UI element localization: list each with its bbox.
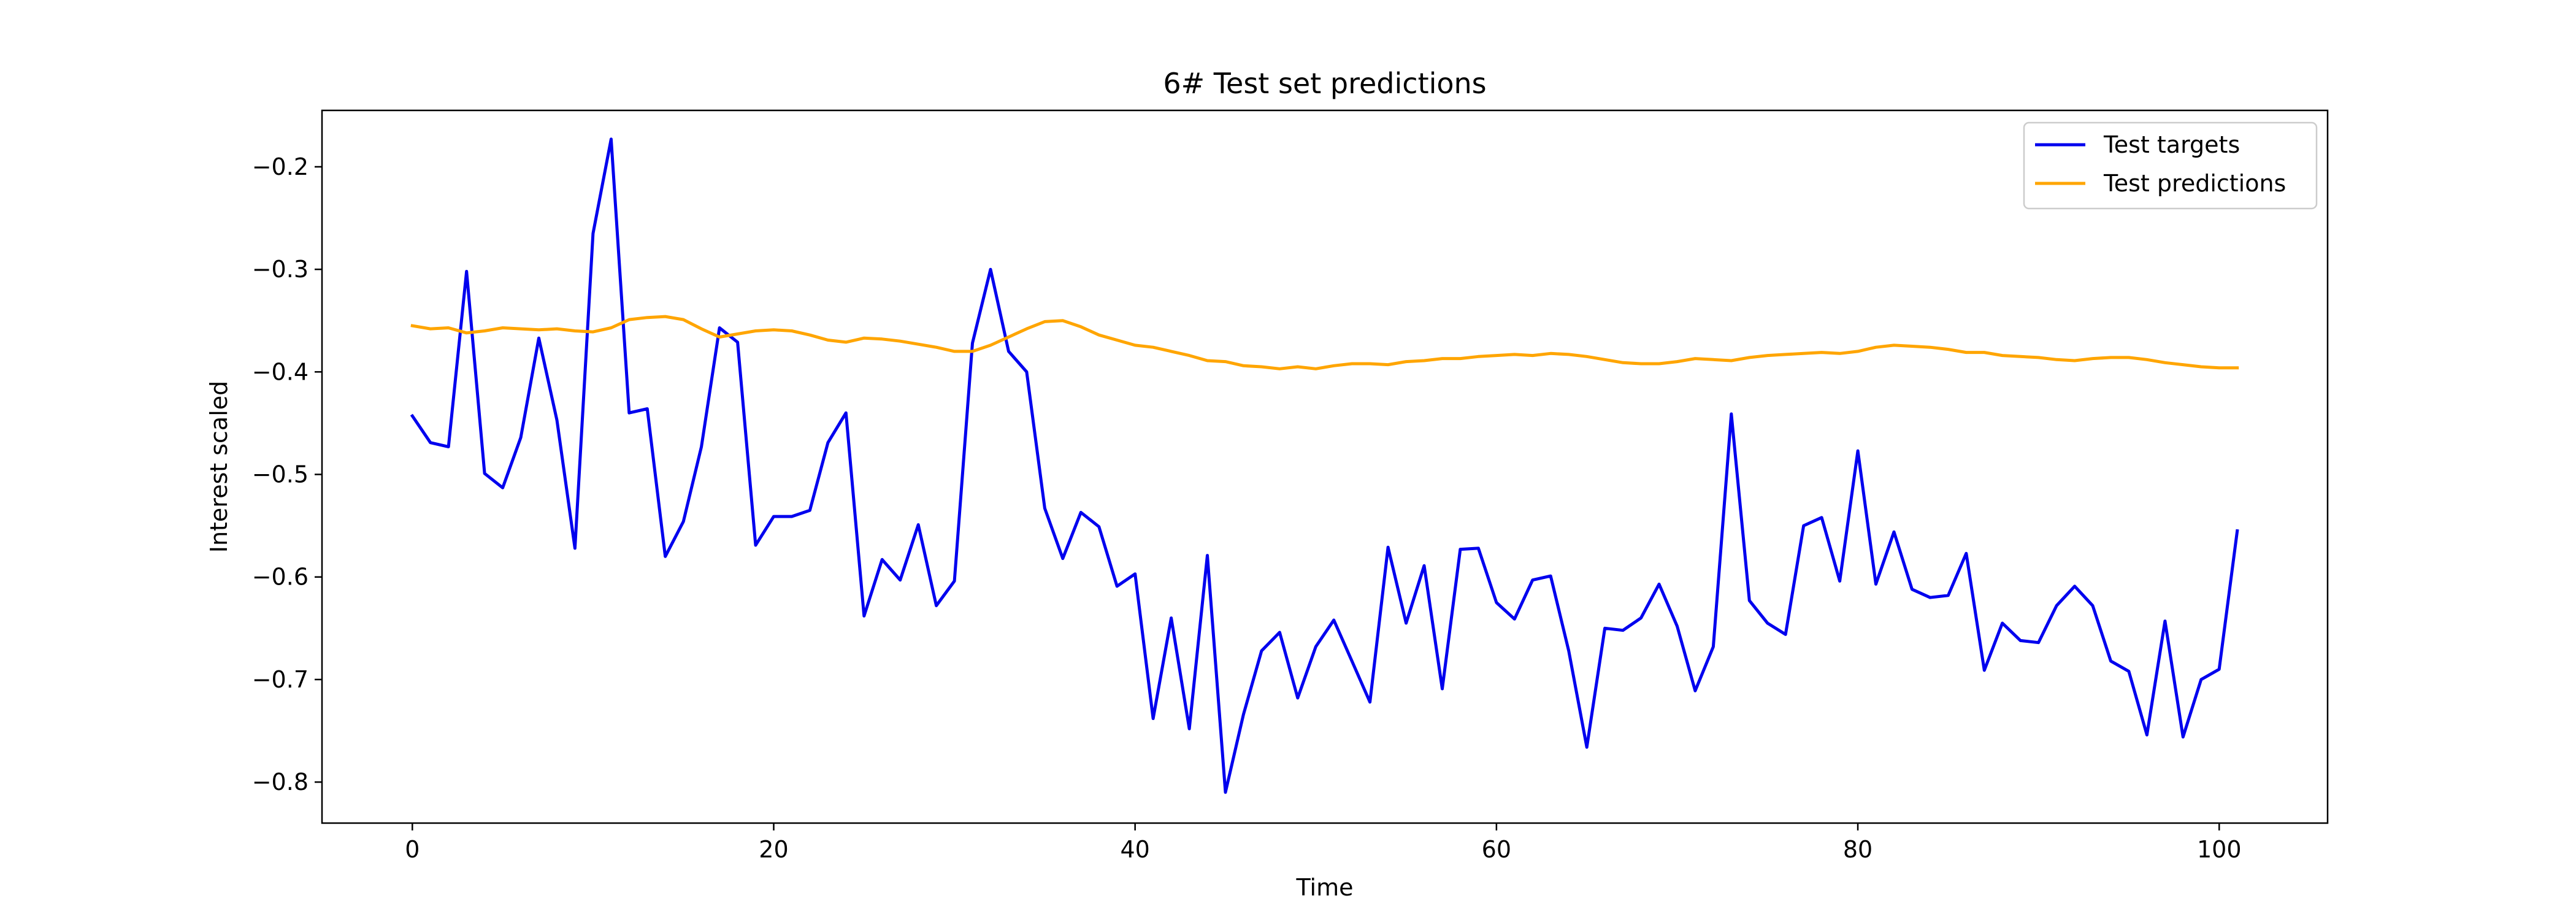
y-tick-label: −0.8: [252, 769, 309, 795]
x-tick-label: 60: [1482, 836, 1511, 863]
legend: Test targets Test predictions: [2023, 121, 2318, 210]
y-axis-ticks: −0.8 −0.7 −0.6 −0.5 −0.4 −0.3 −0.2: [252, 153, 322, 795]
y-tick-label: −0.3: [252, 256, 309, 283]
legend-label-test-predictions: Test predictions: [2103, 170, 2286, 197]
series-line-test-targets: [410, 137, 2239, 794]
y-axis-label: Interest scaled: [205, 381, 232, 553]
legend-box: [2023, 121, 2318, 210]
x-tick-label: 80: [1843, 836, 1873, 863]
x-tick-label: 100: [2197, 836, 2242, 863]
x-axis-ticks: 0 20 40 60 80 100: [405, 823, 2242, 863]
x-axis-label: Time: [1296, 874, 1354, 901]
series-line-test-predictions: [410, 315, 2239, 370]
y-tick-label: −0.2: [252, 153, 309, 180]
y-tick-label: −0.4: [252, 358, 309, 385]
x-tick-label: 40: [1120, 836, 1149, 863]
y-tick-label: −0.7: [252, 666, 309, 693]
legend-label-test-targets: Test targets: [2103, 131, 2240, 158]
x-tick-label: 0: [405, 836, 420, 863]
chart-title: 6# Test set predictions: [1163, 67, 1486, 100]
y-tick-label: −0.6: [252, 564, 309, 591]
y-tick-label: −0.5: [252, 461, 309, 488]
plot-area-frame: [321, 109, 2329, 824]
series-layer: [410, 137, 2239, 794]
x-tick-label: 20: [759, 836, 788, 863]
